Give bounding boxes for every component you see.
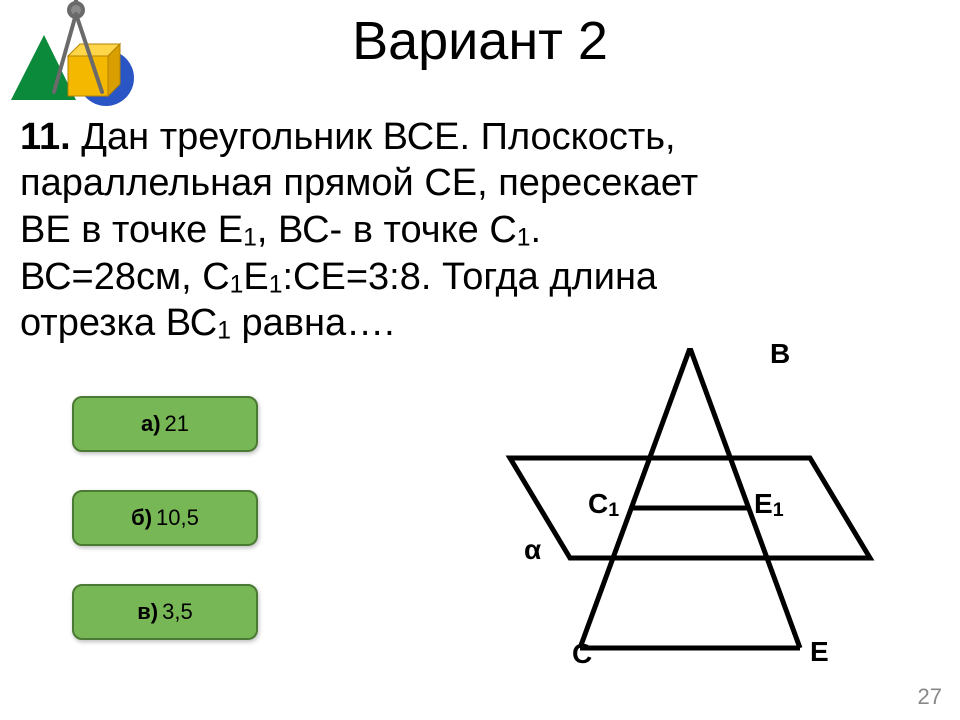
problem-number: 11. [20,116,71,158]
slide-header: Вариант 2 [0,10,960,72]
label-alpha: α [524,534,541,566]
page-number: 27 [918,684,942,710]
geometry-diagram: В С1 Е1 α С Е [480,348,920,678]
problem-text: 11. Дан треугольник ВСЕ. Плоскость, пара… [20,114,940,347]
option-b[interactable]: б) 10,5 [72,490,258,546]
label-E: Е [810,636,829,668]
option-a[interactable]: а)21 [72,396,258,452]
label-B: В [770,338,790,370]
label-E1: Е1 [754,488,784,522]
option-c[interactable]: в)3,5 [72,584,258,640]
answer-options: а)21 б) 10,5 в)3,5 [72,396,272,678]
label-C1: С1 [588,488,619,522]
slide-title: Вариант 2 [0,10,960,72]
label-C: С [572,638,592,670]
